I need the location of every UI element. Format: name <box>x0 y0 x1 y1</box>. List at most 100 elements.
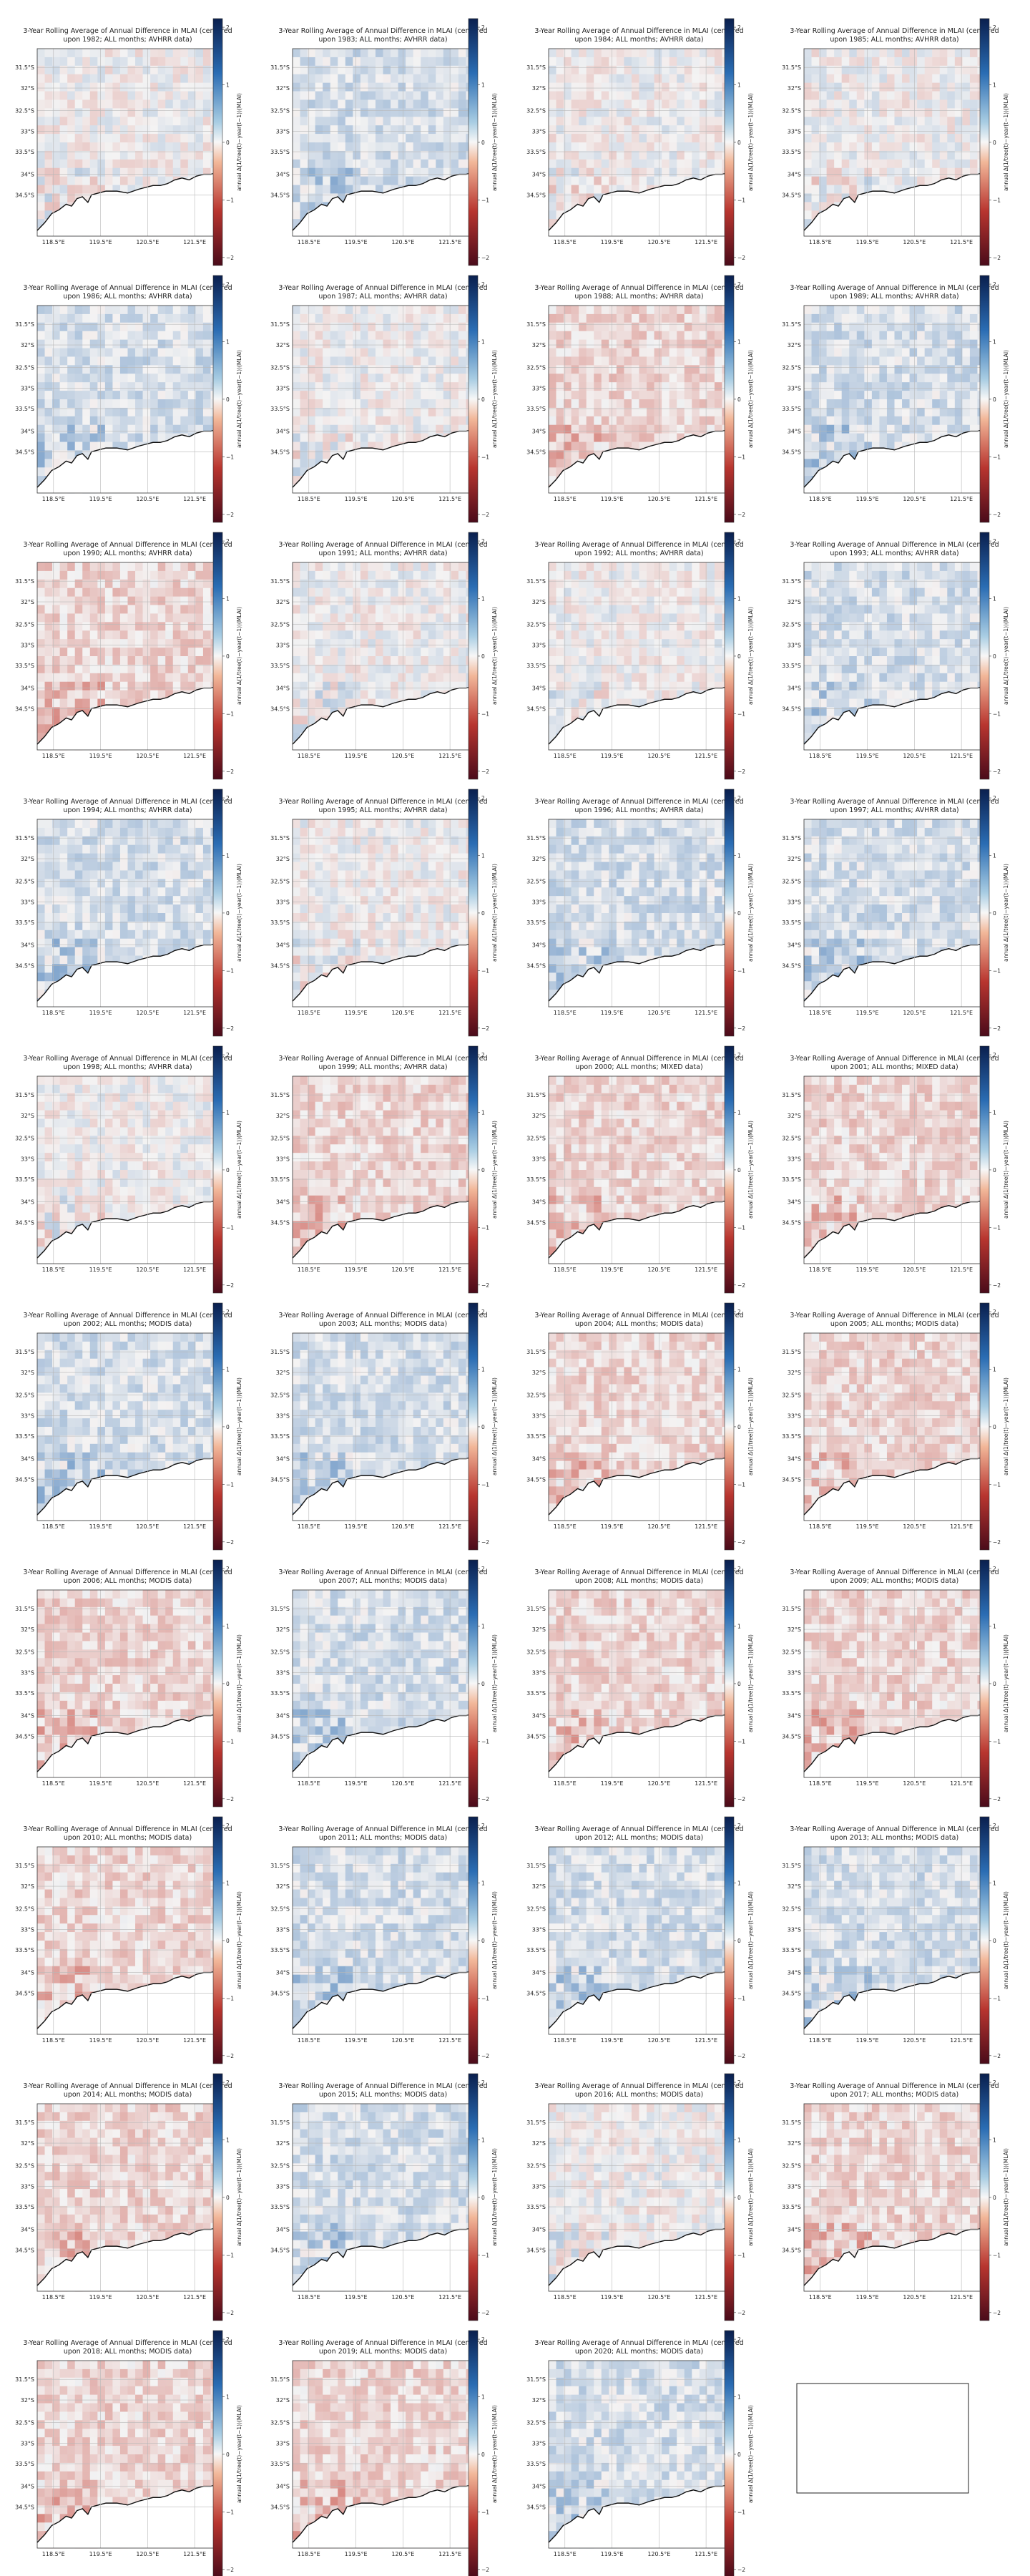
heatmap-cell <box>37 665 45 673</box>
heatmap-cell <box>940 416 948 425</box>
heatmap-cell <box>970 134 978 142</box>
heatmap-cell <box>624 365 632 374</box>
heatmap-cell <box>90 699 98 708</box>
heatmap-cell <box>360 92 368 100</box>
heatmap-cell <box>203 57 211 66</box>
heatmap-cell <box>90 639 98 648</box>
heatmap-cell <box>707 306 715 314</box>
heatmap-cell <box>75 613 83 622</box>
heatmap-cell <box>834 142 842 151</box>
heatmap-cell <box>872 117 880 125</box>
heatmap-cell <box>413 74 421 83</box>
heatmap-cell <box>128 99 136 108</box>
heatmap-cell <box>203 391 211 399</box>
heatmap-cell <box>715 356 722 365</box>
heatmap-cell <box>685 306 692 314</box>
heatmap-cell <box>112 562 120 571</box>
heatmap-cell <box>632 74 639 83</box>
heatmap-cell <box>677 306 685 314</box>
heatmap-cell <box>428 323 436 331</box>
heatmap-cell <box>421 323 428 331</box>
heatmap-cell <box>128 597 136 605</box>
heatmap-cell <box>834 125 842 134</box>
heatmap-cell <box>549 66 556 74</box>
heatmap-cell <box>887 348 895 357</box>
heatmap-cell <box>639 74 647 83</box>
heatmap-cell <box>849 365 857 374</box>
heatmap-cell <box>602 348 609 357</box>
heatmap-cell <box>360 314 368 323</box>
heatmap-cell <box>82 314 90 323</box>
heatmap-cell <box>812 365 820 374</box>
heatmap-cell <box>917 331 925 340</box>
heatmap-cell <box>428 425 436 434</box>
heatmap-cell <box>587 134 594 142</box>
heatmap-cell <box>902 125 910 134</box>
heatmap-cell <box>940 306 948 314</box>
heatmap-cell <box>594 125 602 134</box>
heatmap-cell <box>105 588 113 597</box>
heatmap-cell <box>82 639 90 648</box>
heatmap-cell <box>180 99 188 108</box>
heatmap-cell <box>165 99 173 108</box>
heatmap-cell <box>834 117 842 125</box>
heatmap-cell <box>105 622 113 630</box>
heatmap-cell <box>428 117 436 125</box>
heatmap-cell <box>195 630 203 639</box>
heatmap-cell <box>293 142 300 151</box>
heatmap-cell <box>451 391 458 399</box>
heatmap-cell <box>128 374 136 382</box>
heatmap-cell <box>572 340 579 348</box>
heatmap-cell <box>879 399 887 408</box>
heatmap-cell <box>75 117 83 125</box>
heatmap-cell <box>804 331 812 340</box>
heatmap-cell <box>195 142 203 151</box>
heatmap-cell <box>685 365 692 374</box>
heatmap-cell <box>45 323 53 331</box>
heatmap-cell <box>579 160 587 168</box>
heatmap-cell <box>300 168 308 177</box>
heatmap-cell <box>436 323 443 331</box>
heatmap-cell <box>330 314 338 323</box>
heatmap-cell <box>345 416 353 425</box>
heatmap-cell <box>368 57 376 66</box>
heatmap-cell <box>842 92 850 100</box>
heatmap-cell <box>323 399 330 408</box>
heatmap-cell <box>428 382 436 391</box>
y-tick-label: 31.5°S <box>782 321 801 328</box>
heatmap-cell <box>602 185 609 194</box>
heatmap-cell <box>804 408 812 416</box>
heatmap-cell <box>458 99 466 108</box>
heatmap-cell <box>82 605 90 614</box>
heatmap-cell <box>707 331 715 340</box>
heatmap-cell <box>849 331 857 340</box>
heatmap-cell <box>572 142 579 151</box>
heatmap-cell <box>120 562 128 571</box>
heatmap-cell <box>75 374 83 382</box>
heatmap-cell <box>45 605 53 614</box>
heatmap-cell <box>639 356 647 365</box>
heatmap-cell <box>962 151 970 160</box>
heatmap-cell <box>323 391 330 399</box>
heatmap-cell <box>662 168 670 177</box>
heatmap-cell <box>932 66 940 74</box>
heatmap-cell <box>150 49 158 57</box>
heatmap-cell <box>639 306 647 314</box>
heatmap-cell <box>677 168 685 177</box>
x-tick-label: 121.5°E <box>438 239 461 245</box>
heatmap-cell <box>82 356 90 365</box>
heatmap-cell <box>195 382 203 391</box>
heatmap-cell <box>67 348 75 357</box>
heatmap-cell <box>834 314 842 323</box>
heatmap-cell <box>812 459 820 467</box>
heatmap-cell <box>293 210 300 219</box>
heatmap-cell <box>67 639 75 648</box>
heatmap-cell <box>338 49 345 57</box>
heatmap-cell <box>45 391 53 399</box>
heatmap-cell <box>707 348 715 357</box>
heatmap-cell <box>707 365 715 374</box>
heatmap-cell <box>203 408 211 416</box>
heatmap-cell <box>556 416 564 425</box>
heatmap-cell <box>293 202 300 210</box>
heatmap-cell <box>594 142 602 151</box>
